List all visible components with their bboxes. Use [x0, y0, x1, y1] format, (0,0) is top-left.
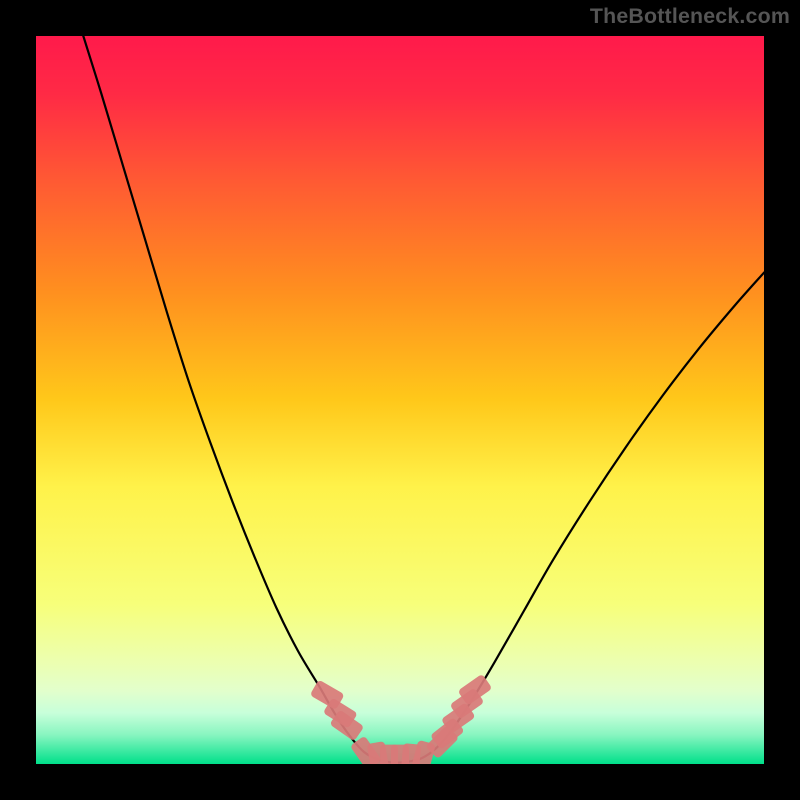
gradient-background	[36, 36, 764, 764]
watermark-text: TheBottleneck.com	[590, 4, 790, 29]
chart-svg	[0, 0, 800, 800]
chart-stage: TheBottleneck.com	[0, 0, 800, 800]
